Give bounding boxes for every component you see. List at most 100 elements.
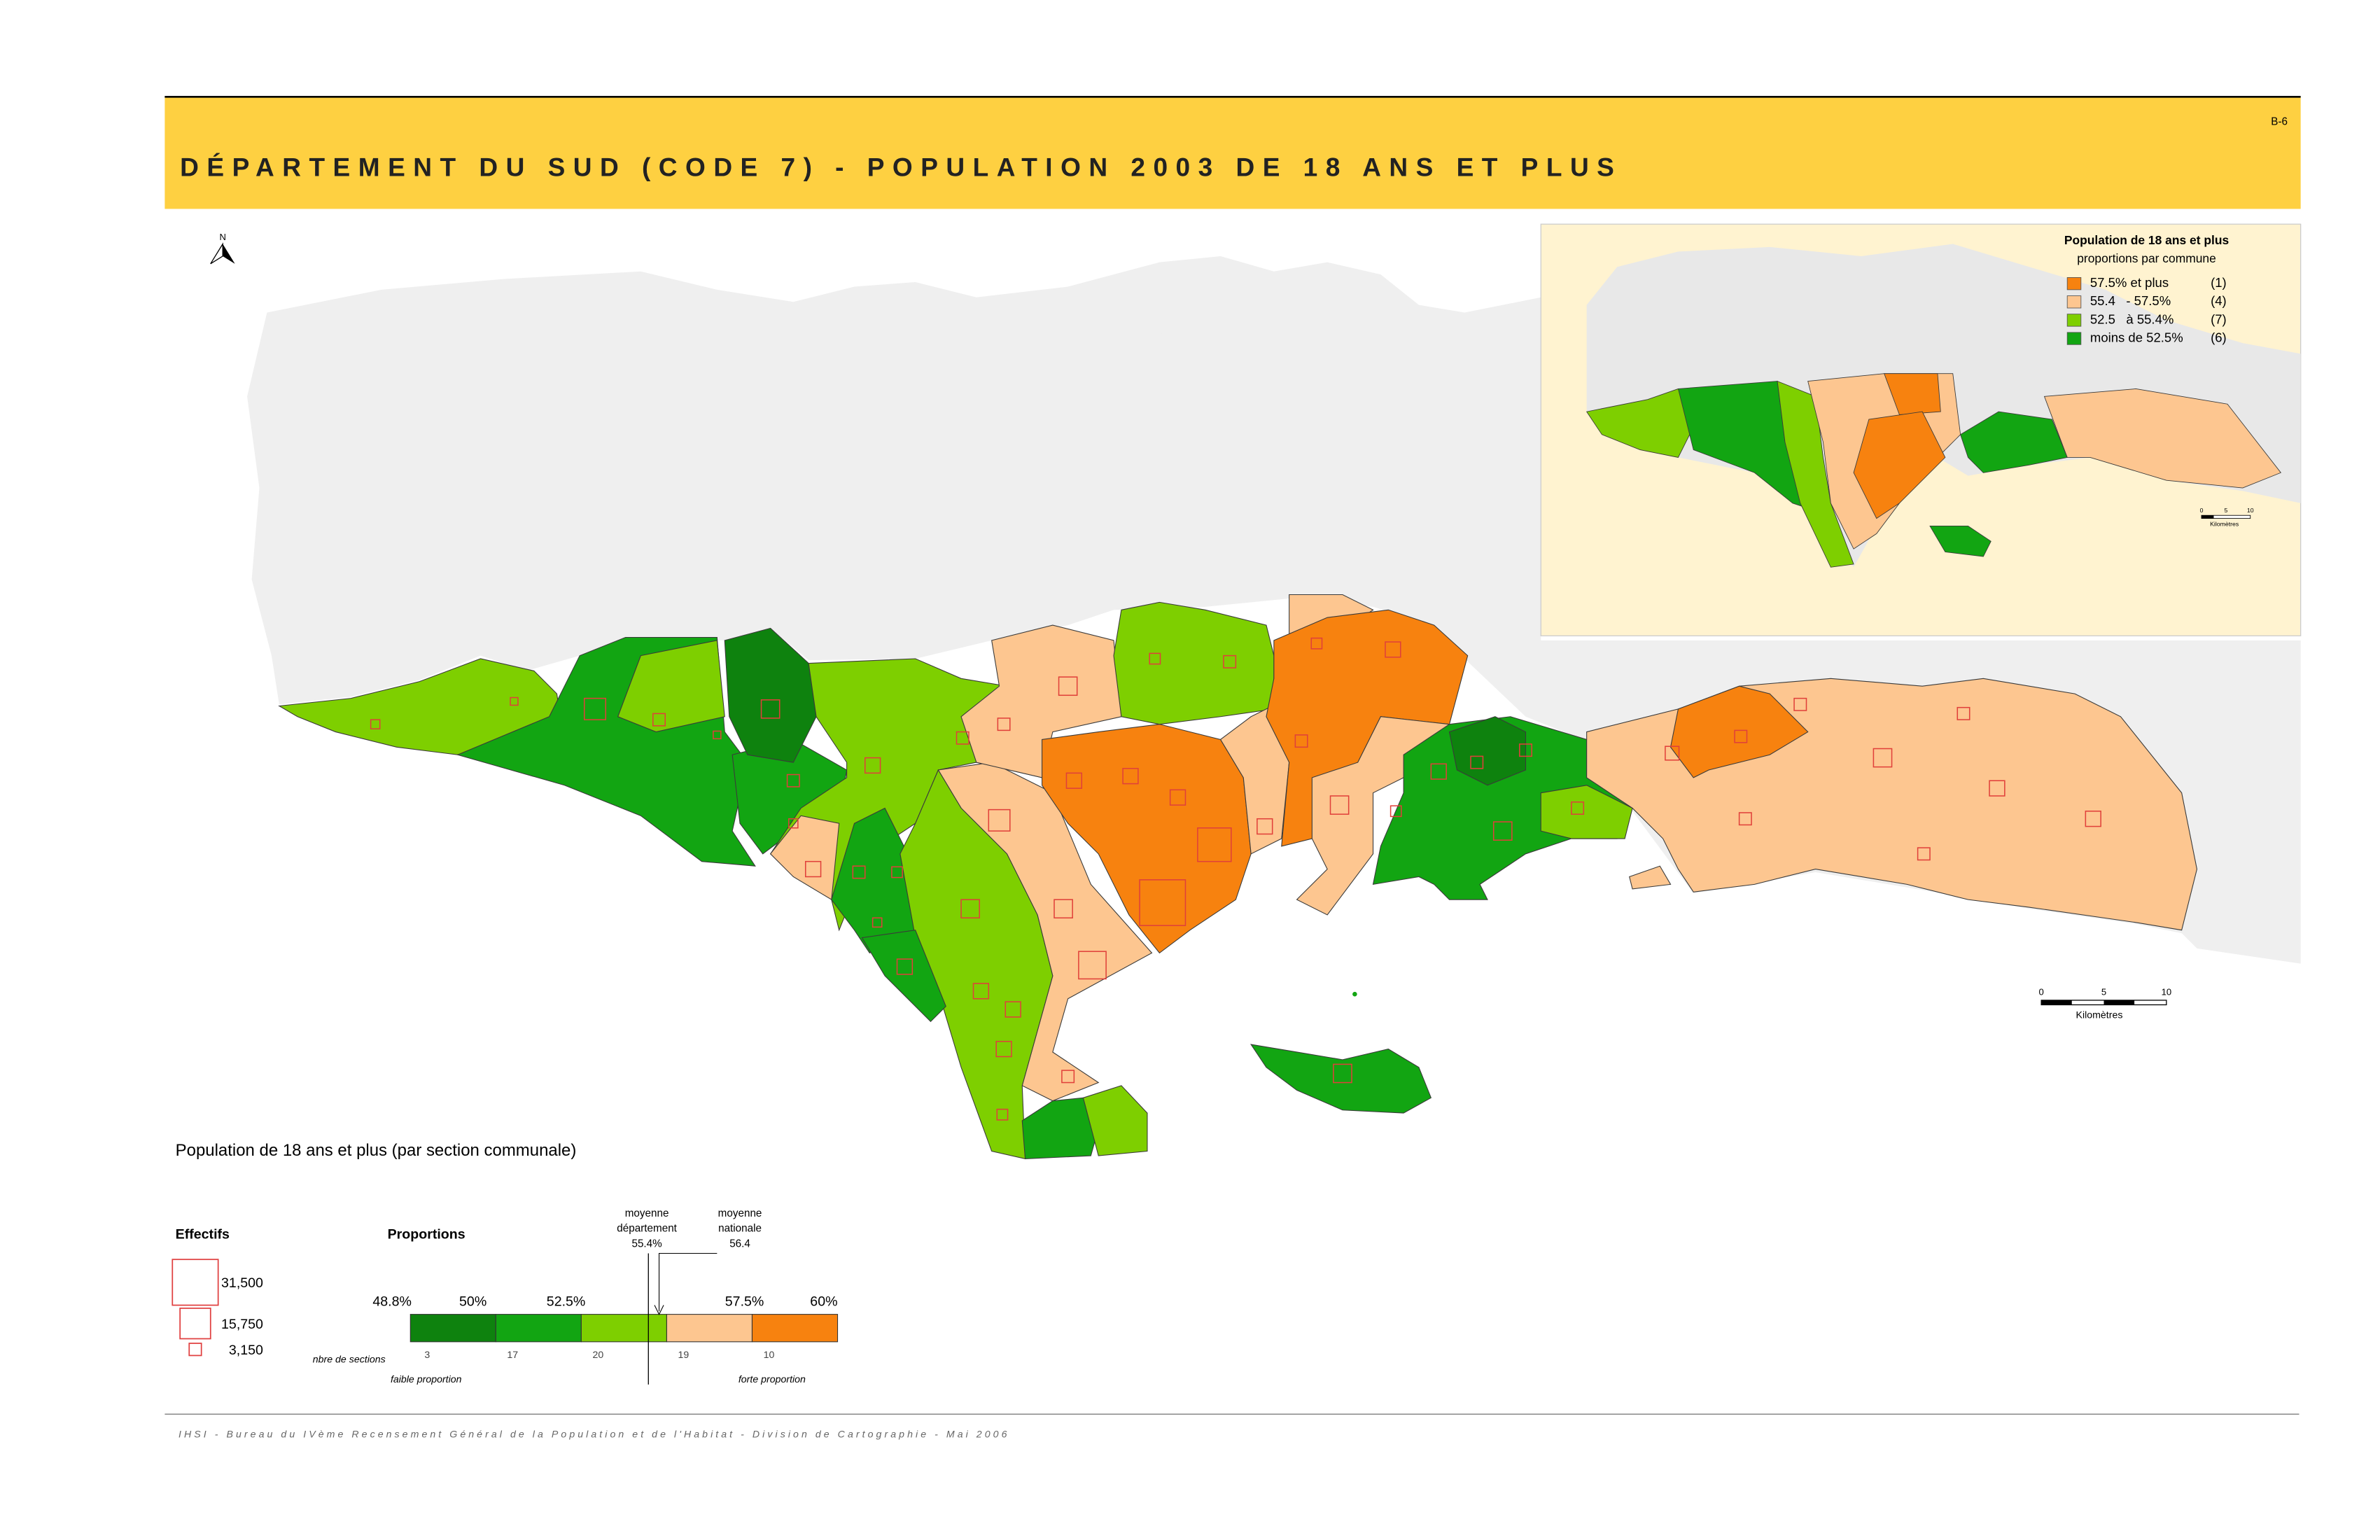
inset-legend-swatch [2066,295,2082,309]
population-square [1329,795,1350,815]
population-square [988,808,1011,832]
population-square [2085,811,2101,827]
population-square [1470,755,1484,769]
proportion-class [666,1314,753,1343]
region [1540,785,1633,839]
north-arrow [223,244,235,264]
inset-scale-unit: Kilomètres [2210,521,2239,528]
population-square [805,860,822,878]
scale-tick-label: 10 [2162,986,2172,997]
population-square [1139,879,1186,926]
inset-legend-count: (4) [2211,293,2227,308]
class-count: 10 [764,1350,775,1361]
break-label: 50% [459,1294,486,1309]
inset-region [2043,388,2282,489]
population-square [872,917,883,928]
region [1042,724,1252,954]
effectif-label: 31,500 [221,1275,263,1291]
class-count: 20 [592,1350,603,1361]
population-square [1058,676,1078,696]
inset-scale-tick: 5 [2224,507,2227,514]
islet [1266,388,1419,442]
effectif-label: 3,150 [229,1343,263,1358]
region [861,930,946,1023]
break-label: 48.8% [372,1294,412,1309]
legend-title: Population de 18 ans et plus (par sectio… [176,1141,577,1160]
effectif-square [188,1343,202,1357]
break-label: 57.5% [725,1294,764,1309]
population-square [1989,780,2005,797]
region [617,640,725,733]
region [724,627,817,763]
inset-legend-label: 52.5 à 55.4% [2090,312,2174,326]
population-square [1734,729,1748,743]
department-regions [278,594,2198,1160]
islet [1629,865,1672,890]
island-region [1250,1044,1432,1114]
footer-credit: IHSI - Bureau du IVème Recensement Génér… [178,1429,1007,1440]
class-count: 19 [678,1350,690,1361]
population-square [1256,818,1273,835]
break-label: 60% [810,1294,837,1309]
population-square [1004,1001,1021,1018]
islet [1474,888,1480,895]
proportion-class [580,1314,667,1343]
population-square [1917,847,1931,861]
national-mean-label: moyenne [718,1208,762,1219]
population-square [1793,697,1807,711]
national-mean-pointer [658,1252,718,1312]
inset-legend-swatch [2066,332,2082,345]
region [1670,685,1809,778]
population-square [864,757,881,774]
population-square [1738,812,1752,826]
population-square [1571,801,1585,815]
inset-title: Population de 18 ans et plus [2064,233,2229,247]
proportion-class [495,1314,582,1343]
population-square [955,731,969,745]
inset-region [1586,388,1694,458]
north-label: N [219,232,225,242]
inset-map: Population de 18 ans et plus proportions… [1540,223,2302,636]
proportion-class [410,1314,496,1343]
population-square [1956,706,1970,720]
inset-legend-count: (7) [2211,312,2227,326]
population-square [1169,789,1186,806]
national-mean-arrowhead [654,1305,664,1315]
scale-unit: Kilomètres [2076,1009,2123,1021]
low-label: faible proportion [391,1374,462,1385]
proportions-title: Proportions [388,1227,465,1242]
population-square [370,719,381,729]
row-label: nbre de sections [313,1354,386,1366]
population-square [1078,951,1107,980]
population-square [1149,652,1161,665]
scale-tick-label: 5 [2101,986,2106,997]
north-arrow [210,242,223,265]
effectif-square [172,1259,219,1306]
inset-legend-label: moins de 52.5% [2090,330,2183,344]
population-square [1223,654,1237,668]
population-square [1492,821,1513,841]
map-title: DÉPARTEMENT DU SUD (CODE 7) - POPULATION… [180,153,1614,182]
break-label: 52.5% [547,1294,586,1309]
population-square [891,866,903,878]
proportion-bar: 3 17 20 19 10 48.8% 50% 52.5% 57.5% 60% [372,1294,839,1361]
population-square [1665,746,1680,761]
population-square [583,697,607,720]
effectif-label: 15,750 [221,1317,263,1332]
population-square [972,983,990,1000]
region [769,815,840,901]
inset-region [1853,411,1946,519]
class-count: 17 [507,1350,518,1361]
population-square [896,958,913,975]
population-square [1065,772,1083,789]
dept-mean-label: moyenne [625,1208,669,1219]
effectif-square [179,1308,211,1340]
population-square [1390,805,1402,818]
inset-legend-label: 57.5% et plus [2090,275,2169,290]
population-square [1061,1070,1075,1084]
population-square [1122,768,1139,785]
high-label: forte proportion [738,1374,806,1385]
population-square [1310,637,1323,650]
population-square [1519,743,1532,757]
